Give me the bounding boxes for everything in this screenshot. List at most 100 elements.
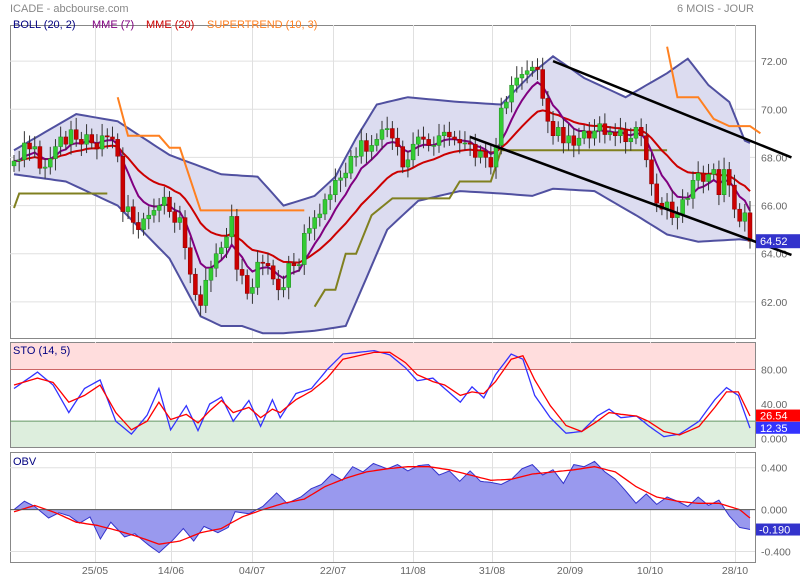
candle-body xyxy=(685,198,691,200)
candle-body xyxy=(89,134,94,144)
candle-body xyxy=(84,134,89,145)
candle-body xyxy=(493,145,499,168)
sto-d-line xyxy=(13,351,751,436)
candle-body xyxy=(462,142,468,145)
candle-body xyxy=(281,287,286,291)
candle-body xyxy=(612,131,618,137)
candle-body xyxy=(42,166,48,169)
candle-body xyxy=(514,77,520,86)
candle-body xyxy=(638,127,644,137)
y-tick-label: 68.00 xyxy=(761,152,787,164)
candle-body xyxy=(151,210,157,216)
candle-body xyxy=(146,214,152,220)
candle-body xyxy=(592,130,597,139)
obv-signal-line xyxy=(13,466,751,545)
candle-body xyxy=(654,183,659,204)
obv-value-box xyxy=(756,523,800,536)
sto-d-value-box xyxy=(756,409,800,422)
candle-body xyxy=(338,177,343,181)
legend-entry: SUPERTREND (10, 3) xyxy=(207,19,317,31)
candle-body xyxy=(644,135,649,161)
candle-body xyxy=(524,70,530,75)
candle-body xyxy=(488,157,494,168)
candle-body xyxy=(633,127,639,139)
candle-body xyxy=(374,139,380,146)
candle-body xyxy=(447,131,452,138)
x-tick-label: 10/10 xyxy=(637,565,663,577)
candle-body xyxy=(270,265,276,280)
channel-upper-line xyxy=(552,59,792,159)
legend-entry: BOLL (20, 2) xyxy=(13,19,76,31)
candle-body xyxy=(353,155,359,158)
candle-body xyxy=(348,155,354,174)
candle-body xyxy=(623,129,628,143)
candle-body xyxy=(576,137,582,146)
sto-legend: STO (14, 5) xyxy=(13,345,70,357)
candle-body xyxy=(296,264,302,267)
sto-oversold-zone xyxy=(11,421,755,447)
candle-body xyxy=(16,159,22,162)
candle-body xyxy=(22,142,27,161)
candle-body xyxy=(519,74,525,79)
candle-body xyxy=(727,169,732,186)
candle-body xyxy=(390,128,395,139)
candle-body xyxy=(172,211,177,223)
candle-body xyxy=(555,127,561,137)
candle-body xyxy=(566,135,571,144)
candle-body xyxy=(203,279,209,306)
candle-body xyxy=(343,172,348,179)
y-tick-label: 40.00 xyxy=(761,399,787,411)
candle-body xyxy=(255,261,260,288)
sto-overbought-zone xyxy=(11,343,755,370)
candle-body xyxy=(441,131,447,137)
candle-body xyxy=(426,139,431,146)
candle-body xyxy=(597,123,602,132)
candle-body xyxy=(63,136,69,145)
candle-body xyxy=(276,278,281,291)
candle-body xyxy=(167,196,172,212)
candle-body xyxy=(333,180,338,195)
y-tick-label: 66.00 xyxy=(761,201,787,213)
candle-body xyxy=(141,218,146,230)
candle-body xyxy=(581,130,587,139)
candle-body xyxy=(416,136,421,145)
candle-body xyxy=(732,184,737,210)
sto-k-value-label: 12.35 xyxy=(760,423,788,435)
bollinger-upper-band xyxy=(13,55,751,207)
candle-body xyxy=(11,160,17,167)
candle-body xyxy=(265,263,271,267)
candle-body xyxy=(701,172,706,182)
candle-body xyxy=(58,136,63,147)
candle-body xyxy=(359,140,364,157)
sto-d-value-label: 26.54 xyxy=(760,411,788,423)
candle-body xyxy=(535,66,540,70)
candle-body xyxy=(545,98,551,122)
obv-value-label: -0.190 xyxy=(759,525,790,537)
candle-body xyxy=(182,217,188,248)
candle-body xyxy=(607,131,613,135)
candle-body xyxy=(250,287,255,294)
candle-body xyxy=(156,205,162,211)
candle-body xyxy=(120,155,126,212)
candle-body xyxy=(618,129,623,137)
supertrend-line xyxy=(666,46,761,135)
candle-body xyxy=(364,140,369,152)
candle-body xyxy=(369,145,374,152)
x-tick-label: 22/07 xyxy=(320,565,346,577)
candle-body xyxy=(473,143,478,158)
candle-body xyxy=(706,174,711,182)
channel-lower-line xyxy=(469,135,792,257)
candle-body xyxy=(747,212,753,242)
candle-body xyxy=(457,139,462,144)
candle-body xyxy=(436,135,442,146)
candle-body xyxy=(53,146,58,159)
candle-body xyxy=(219,247,224,254)
candle-body xyxy=(37,146,43,169)
candle-body xyxy=(136,222,141,230)
candle-body xyxy=(68,129,74,145)
candle-body xyxy=(322,199,328,215)
candle-body xyxy=(312,217,317,229)
candle-body xyxy=(327,194,333,200)
